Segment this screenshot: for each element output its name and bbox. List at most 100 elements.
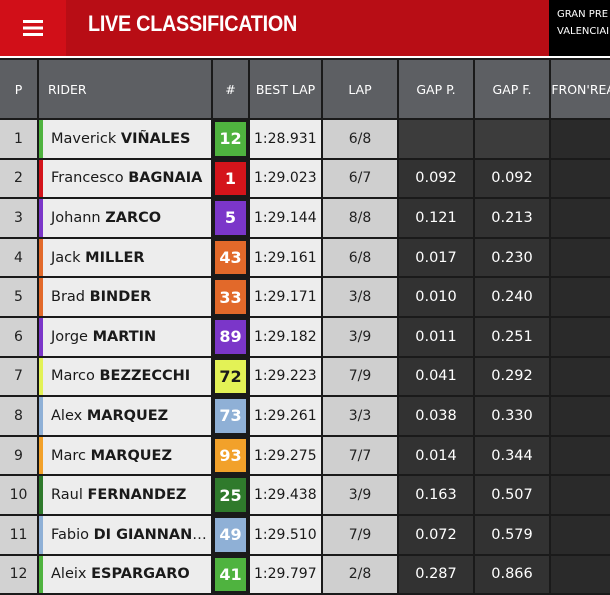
rider-last-name: ESPARGARO [91, 566, 190, 583]
rider-first-name: Raul [51, 487, 83, 504]
table-row[interactable]: 5 Brad BINDER 33 1:29.171 3/8 0.010 0.240 [0, 278, 610, 316]
rider-number-badge: 73 [215, 399, 246, 433]
rider-last-name: MARTIN [92, 328, 157, 345]
gap-previous-cell: 0.038 [399, 397, 473, 435]
team-color-bar [39, 357, 43, 396]
table-row[interactable]: 6 Jorge MARTIN 89 1:29.182 3/9 0.011 0.251 [0, 317, 610, 356]
rider-number-badge: 93 [215, 438, 246, 473]
rider-number-cell: 1 [213, 160, 248, 198]
rider-number-badge: 41 [215, 557, 246, 592]
rider-first-name: Johann [51, 209, 101, 226]
rider-cell: Marc MARQUEZ [39, 436, 211, 475]
front-rear-cell [551, 436, 610, 475]
column-header-position[interactable]: P [0, 60, 37, 118]
table-row[interactable]: 9 Marc MARQUEZ 93 1:29.275 7/7 0.014 0.344 [0, 436, 610, 475]
rider-first-name: Fabio [51, 526, 89, 543]
column-header-number[interactable]: # [213, 60, 248, 118]
lap-cell: 3/9 [323, 476, 397, 514]
top-bar: LIVE CLASSIFICATION GRAN PRE VALENCIAI [0, 0, 610, 56]
rider-number-badge: 12 [215, 122, 246, 156]
gap-previous-cell: 0.092 [399, 159, 473, 198]
column-header-lap[interactable]: LAP [323, 60, 397, 118]
rider-number-badge: 89 [215, 319, 246, 354]
rider-number-cell: 93 [213, 437, 248, 475]
rider-number-cell: 72 [213, 358, 248, 396]
best-lap-cell: 1:29.510 [250, 515, 321, 554]
column-header-gap-first[interactable]: GAP F. [475, 60, 549, 118]
gap-first-cell: 0.507 [475, 476, 549, 514]
rider-last-name: FERNANDEZ [87, 487, 187, 504]
rider-number-badge: 25 [215, 478, 246, 512]
gap-previous-cell: 0.014 [399, 436, 473, 475]
table-row[interactable]: 7 Marco BEZZECCHI 72 1:29.223 7/9 0.041 0.292 [0, 357, 610, 396]
column-header-front-rear[interactable]: FRON'REAR [551, 60, 610, 118]
rider-number-cell: 33 [213, 278, 248, 316]
rider-cell: Aleix ESPARGARO [39, 555, 211, 594]
team-color-bar [39, 199, 43, 237]
table-row[interactable]: 3 Johann ZARCO 5 1:29.144 8/8 0.121 0.213 [0, 199, 610, 237]
rider-first-name: Marco [51, 368, 95, 385]
gap-first-cell [475, 120, 549, 158]
front-rear-cell [551, 317, 610, 356]
table-row[interactable]: 10 Raul FERNANDEZ 25 1:29.438 3/9 0.163 0.507 [0, 476, 610, 514]
table-row[interactable]: 1 Maverick VIÑALES 12 1:28.931 6/8 [0, 120, 610, 158]
position-cell: 5 [0, 278, 37, 316]
rider-number-cell: 41 [213, 556, 248, 594]
column-header-rider[interactable]: RIDER [39, 60, 211, 118]
front-rear-cell [551, 159, 610, 198]
rider-last-name: DI GIANNANTO... [93, 526, 211, 543]
position-cell: 10 [0, 476, 37, 514]
gap-previous-cell: 0.121 [399, 199, 473, 237]
table-row[interactable]: 4 Jack MILLER 43 1:29.161 6/8 0.017 0.230 [0, 238, 610, 277]
column-header-gap-previous[interactable]: GAP P. [399, 60, 473, 118]
team-color-bar [39, 515, 43, 554]
rider-first-name: Jorge [51, 328, 88, 345]
front-rear-cell [551, 278, 610, 316]
rider-first-name: Francesco [51, 170, 124, 187]
column-header-best-lap[interactable]: BEST LAP [250, 60, 321, 118]
position-cell: 7 [0, 357, 37, 396]
gap-first-cell: 0.330 [475, 397, 549, 435]
rider-cell: Brad BINDER [39, 278, 211, 316]
best-lap-cell: 1:29.261 [250, 397, 321, 435]
rider-cell: Marco BEZZECCHI [39, 357, 211, 396]
best-lap-cell: 1:29.182 [250, 317, 321, 356]
best-lap-cell: 1:29.438 [250, 476, 321, 514]
lap-cell: 7/9 [323, 515, 397, 554]
front-rear-cell [551, 555, 610, 594]
gap-first-cell: 0.092 [475, 159, 549, 198]
gap-first-cell: 0.251 [475, 317, 549, 356]
gap-first-cell: 0.240 [475, 278, 549, 316]
page-title: LIVE CLASSIFICATION [88, 11, 298, 36]
gap-first-cell: 0.230 [475, 238, 549, 277]
lap-cell: 6/8 [323, 120, 397, 158]
rider-cell: Johann ZARCO [39, 199, 211, 237]
gap-first-cell: 0.579 [475, 515, 549, 554]
rider-number-cell: 73 [213, 397, 248, 435]
table-row[interactable]: 2 Francesco BAGNAIA 1 1:29.023 6/7 0.092 0.092 [0, 159, 610, 198]
gap-previous-cell: 0.041 [399, 357, 473, 396]
table-row[interactable]: 8 Alex MARQUEZ 73 1:29.261 3/3 0.038 0.330 [0, 397, 610, 435]
lap-cell: 3/9 [323, 317, 397, 356]
table-row[interactable]: 12 Aleix ESPARGARO 41 1:29.797 2/8 0.287 0.866 [0, 555, 610, 594]
team-color-bar [39, 120, 43, 158]
best-lap-cell: 1:29.144 [250, 199, 321, 237]
rider-number-badge: 72 [215, 359, 246, 394]
rider-last-name: MARQUEZ [90, 447, 172, 464]
gap-previous-cell: 0.017 [399, 238, 473, 277]
rider-first-name: Aleix [51, 566, 87, 583]
table-header-row: P RIDER # BEST LAP LAP GAP P. GAP F. FRO… [0, 60, 610, 118]
rider-cell: Fabio DI GIANNANTO... [39, 515, 211, 554]
menu-button[interactable] [0, 0, 66, 56]
lap-cell: 6/8 [323, 238, 397, 277]
position-cell: 6 [0, 317, 37, 356]
gap-previous-cell: 0.010 [399, 278, 473, 316]
front-rear-cell [551, 397, 610, 435]
rider-first-name: Jack [51, 249, 81, 266]
classification-table: P RIDER # BEST LAP LAP GAP P. GAP F. FRO… [0, 58, 610, 595]
rider-first-name: Alex [51, 407, 83, 424]
rider-number-badge: 43 [215, 240, 246, 275]
lap-cell: 6/7 [323, 159, 397, 198]
front-rear-cell [551, 357, 610, 396]
